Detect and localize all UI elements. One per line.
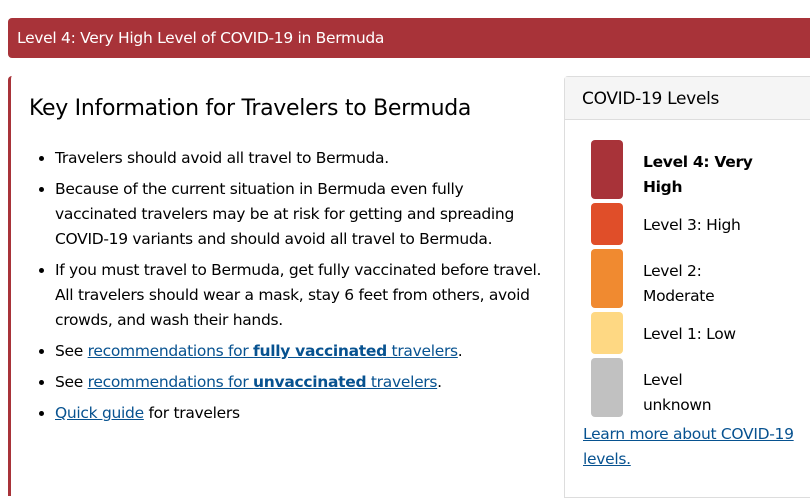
level-4-label: Level 4: Very High <box>643 153 753 196</box>
level-3-label: Level 3: High <box>643 216 741 234</box>
fully-vaccinated-link[interactable]: recommendations for fully vaccinated tra… <box>87 342 458 360</box>
panel-title: COVID-19 Levels <box>565 77 810 120</box>
page-title: Key Information for Travelers to Bermuda <box>29 96 472 121</box>
level-2-swatch <box>591 249 623 308</box>
level-1-swatch <box>591 312 623 354</box>
list-item: Travelers should avoid all travel to Ber… <box>55 146 545 171</box>
list-item: See recommendations for fully vaccinated… <box>55 339 545 364</box>
list-item: See recommendations for unvaccinated tra… <box>55 370 545 395</box>
unvaccinated-link[interactable]: recommendations for unvaccinated travele… <box>87 373 438 391</box>
key-info-card: Key Information for Travelers to Bermuda… <box>8 76 551 496</box>
covid-levels-panel: COVID-19 Levels Level 4: Very High Level… <box>564 76 810 498</box>
level-4-swatch <box>591 140 623 199</box>
level-2-label: Level 2: Moderate <box>643 262 715 305</box>
level-1-label: Level 1: Low <box>643 325 736 343</box>
list-item: Quick guide for travelers <box>55 401 545 426</box>
level-unknown-swatch <box>591 358 623 417</box>
list-item: If you must travel to Bermuda, get fully… <box>55 258 545 333</box>
list-item: Because of the current situation in Berm… <box>55 177 545 252</box>
quick-guide-link[interactable]: Quick guide <box>55 404 144 422</box>
level-unknown-label: Level unknown <box>643 371 712 414</box>
info-list: Travelers should avoid all travel to Ber… <box>11 146 545 432</box>
level-banner: Level 4: Very High Level of COVID-19 in … <box>8 18 810 58</box>
level-3-swatch <box>591 203 623 245</box>
see-text: See <box>55 373 88 391</box>
see-text: See <box>55 342 88 360</box>
learn-more-link[interactable]: Learn more about COVID-19 levels. <box>583 425 794 468</box>
